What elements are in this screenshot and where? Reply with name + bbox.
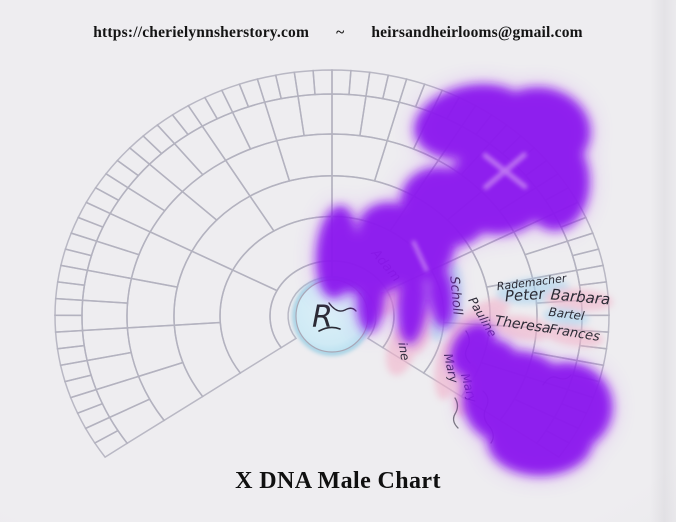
fan-segment bbox=[181, 159, 252, 222]
fan-segment bbox=[81, 299, 129, 332]
handwritten-name: ine bbox=[395, 341, 412, 361]
fan-segment bbox=[81, 269, 133, 304]
pink-highlight bbox=[545, 288, 613, 312]
center-initial: R bbox=[312, 300, 333, 335]
header-url: https://cherielynnsherstory.com bbox=[93, 24, 310, 41]
chart-title: X DNA Male Chart bbox=[235, 468, 441, 494]
fan-segment bbox=[331, 69, 352, 96]
fan-segment bbox=[571, 248, 605, 272]
handwritten-name: Peter bbox=[504, 285, 546, 306]
fan-segment bbox=[173, 250, 234, 326]
center-initial-flourish bbox=[328, 302, 357, 312]
fan-segment bbox=[365, 71, 390, 100]
fan-segment bbox=[54, 329, 86, 350]
highlight-patches bbox=[360, 263, 613, 417]
fan-segment bbox=[126, 163, 184, 212]
handwritten-name: Bartel bbox=[548, 305, 586, 323]
fan-segment bbox=[54, 297, 84, 317]
fan-segment bbox=[566, 232, 600, 257]
fan-segment bbox=[149, 190, 218, 253]
fan-segment bbox=[81, 327, 133, 362]
fan-segment bbox=[248, 174, 333, 232]
fan-segment bbox=[275, 133, 333, 182]
header-contact-line: https://cherielynnsherstory.com ~ heirsa… bbox=[0, 24, 676, 42]
marker-crease bbox=[483, 152, 527, 190]
fan-segment bbox=[64, 374, 98, 399]
marker-crease bbox=[411, 240, 429, 272]
fan-segment bbox=[59, 359, 93, 383]
fan-segment bbox=[312, 69, 333, 96]
fan-segment bbox=[95, 375, 151, 419]
marker-crease-highlights bbox=[411, 152, 528, 272]
ink-scribble bbox=[452, 397, 459, 429]
center-underline bbox=[318, 326, 341, 332]
header-tilde: ~ bbox=[336, 24, 345, 41]
fan-segment bbox=[263, 95, 305, 142]
handwritten-name: Barbara bbox=[550, 285, 611, 308]
fan-segment bbox=[297, 93, 333, 137]
handwritten-name: Theresa bbox=[494, 313, 552, 337]
fan-segment bbox=[56, 264, 89, 287]
fan-segment bbox=[148, 142, 204, 193]
fan-segment bbox=[238, 78, 266, 108]
fan-segment bbox=[116, 146, 151, 177]
fan-segment bbox=[219, 269, 283, 374]
fan-segment bbox=[331, 133, 389, 182]
fan-segment bbox=[128, 134, 163, 166]
fan-segment bbox=[201, 111, 252, 162]
fan-segment bbox=[359, 95, 401, 142]
header-email: heirsandheirlooms@gmail.com bbox=[371, 24, 583, 41]
blue-highlight bbox=[543, 307, 589, 327]
fan-segment bbox=[173, 321, 242, 398]
fan-segment bbox=[137, 361, 204, 422]
pink-highlight bbox=[492, 315, 554, 341]
fan-segment bbox=[575, 344, 608, 367]
fan-segment bbox=[130, 230, 193, 288]
fan-segment bbox=[293, 69, 316, 97]
fan-segment bbox=[54, 314, 84, 333]
pink-highlight bbox=[542, 324, 604, 348]
fan-segment bbox=[256, 74, 283, 104]
